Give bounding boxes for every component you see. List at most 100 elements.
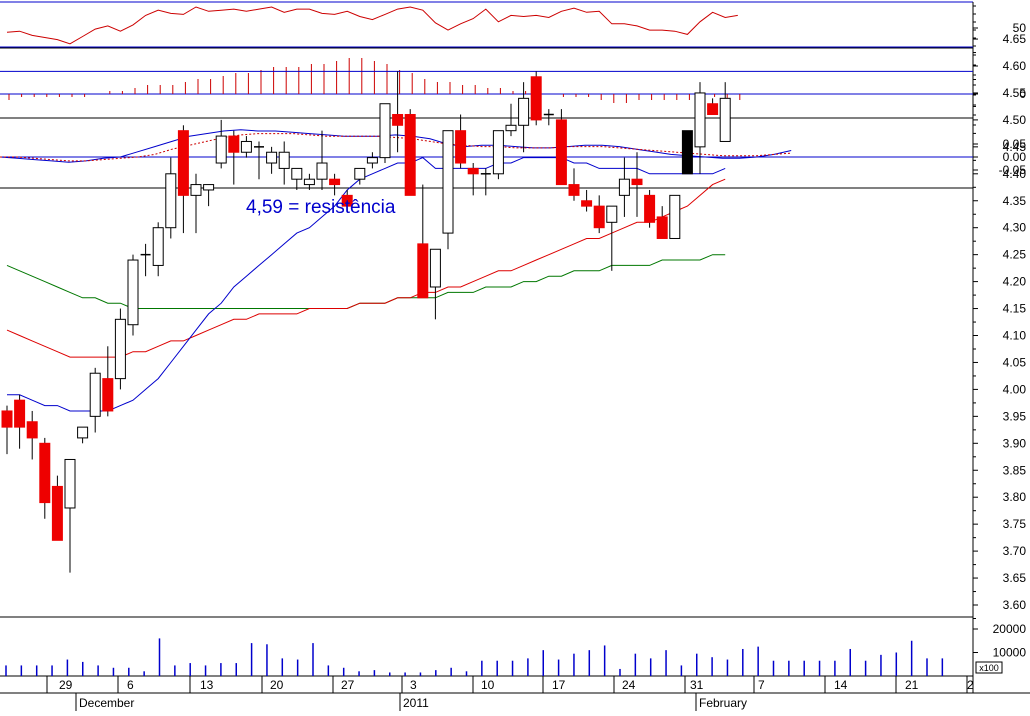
volume-panel: 20000 10000 x100 xyxy=(5,622,1026,676)
candlestick xyxy=(618,157,630,217)
candlestick xyxy=(240,136,252,158)
candle-body xyxy=(417,243,429,299)
candlestick xyxy=(681,130,693,175)
candle-body xyxy=(656,216,668,239)
date-label: 10 xyxy=(481,678,495,692)
price-tick-label: 3.90 xyxy=(1003,436,1027,450)
candle-body xyxy=(278,151,290,169)
moving-average-long xyxy=(6,254,726,309)
candlestick xyxy=(694,82,706,174)
macd-tick-label: 0.05 xyxy=(1003,137,1027,151)
date-label: 21 xyxy=(905,678,919,692)
price-tick-label: 4.55 xyxy=(1003,86,1027,100)
macd-tick-label: 0.00 xyxy=(1003,150,1027,164)
candlestick xyxy=(480,168,491,196)
candle-body xyxy=(240,140,252,153)
candlestick xyxy=(89,367,101,433)
candle-body xyxy=(505,124,517,132)
candlestick xyxy=(417,184,429,299)
histogram-panel: 0 xyxy=(0,54,1026,116)
candle-body xyxy=(316,162,328,180)
candle-body xyxy=(215,135,227,164)
candlestick xyxy=(669,194,681,239)
date-axis: 29 6 13 20 27 3 10 17 24 31 7 14 21 2 December 2011 Febr… xyxy=(46,676,974,711)
candle-body xyxy=(291,167,303,180)
candlestick xyxy=(127,254,139,336)
candlestick xyxy=(329,173,341,196)
candle-body xyxy=(14,399,26,428)
candlestick xyxy=(64,458,76,573)
candlestick xyxy=(140,243,151,277)
candlestick xyxy=(492,130,504,180)
candlestick xyxy=(429,248,441,320)
candle-body xyxy=(593,205,605,229)
candlestick xyxy=(316,130,328,190)
date-label: 31 xyxy=(690,678,704,692)
price-tick-label: 4.60 xyxy=(1003,59,1027,73)
candlestick xyxy=(1,405,13,455)
candlestick xyxy=(215,119,227,169)
price-tick-label: 4.15 xyxy=(1003,302,1027,316)
price-tick-label: 4.25 xyxy=(1003,248,1027,262)
candle-body xyxy=(581,200,593,207)
candlestick xyxy=(77,426,89,444)
candle-body xyxy=(618,178,630,196)
price-tick-label: 3.95 xyxy=(1003,409,1027,423)
candlestick xyxy=(530,71,542,126)
candle-body xyxy=(555,119,567,186)
candlestick xyxy=(303,173,315,190)
price-tick-label: 3.75 xyxy=(1003,517,1027,531)
candlestick xyxy=(631,152,643,217)
macd-line xyxy=(0,129,792,163)
candlestick xyxy=(593,195,605,234)
candlestick xyxy=(606,205,618,271)
date-label: 14 xyxy=(834,678,848,692)
candle-body xyxy=(341,194,353,207)
candle-body xyxy=(114,318,126,380)
month-label: December xyxy=(79,696,134,710)
date-label: 20 xyxy=(270,678,284,692)
candle-body xyxy=(455,130,467,164)
candle-body xyxy=(26,421,38,439)
price-tick-label: 4.50 xyxy=(1003,113,1027,127)
candle-body xyxy=(329,178,341,186)
candlestick xyxy=(266,146,278,174)
price-tick-label: 3.85 xyxy=(1003,463,1027,477)
candle-body xyxy=(467,167,479,175)
candle-body xyxy=(707,103,719,116)
candlestick xyxy=(568,168,580,201)
candle-body xyxy=(429,248,441,288)
price-tick-label: 4.40 xyxy=(1003,167,1027,181)
month-label: 2011 xyxy=(403,696,429,710)
candlestick xyxy=(114,308,126,390)
candlestick xyxy=(341,189,353,212)
candle-body xyxy=(392,114,404,126)
candlestick xyxy=(165,157,177,239)
candlestick xyxy=(51,475,63,541)
candlestick xyxy=(467,163,479,196)
date-label: 6 xyxy=(127,678,134,692)
candle-body xyxy=(354,167,366,180)
volume-unit-label: x100 xyxy=(979,663,999,673)
candle-body xyxy=(127,259,139,326)
candle-body xyxy=(39,442,51,504)
candle-body xyxy=(102,378,114,412)
candle-body xyxy=(669,194,681,239)
price-tick-label: 4.20 xyxy=(1003,275,1027,289)
candlestick xyxy=(177,125,189,234)
oscillator-line xyxy=(6,6,738,45)
candle-body xyxy=(606,205,618,223)
price-tick-label: 3.70 xyxy=(1003,544,1027,558)
price-tick-label: 4.65 xyxy=(1003,32,1027,46)
date-label: 3 xyxy=(410,678,417,692)
price-tick-label: 4.35 xyxy=(1003,194,1027,208)
candlestick xyxy=(379,103,391,164)
candlestick xyxy=(644,189,656,228)
candlestick xyxy=(555,109,567,186)
candlestick xyxy=(442,130,454,250)
candlestick xyxy=(656,206,668,239)
candle-body xyxy=(518,97,530,126)
candle-body xyxy=(442,130,454,234)
